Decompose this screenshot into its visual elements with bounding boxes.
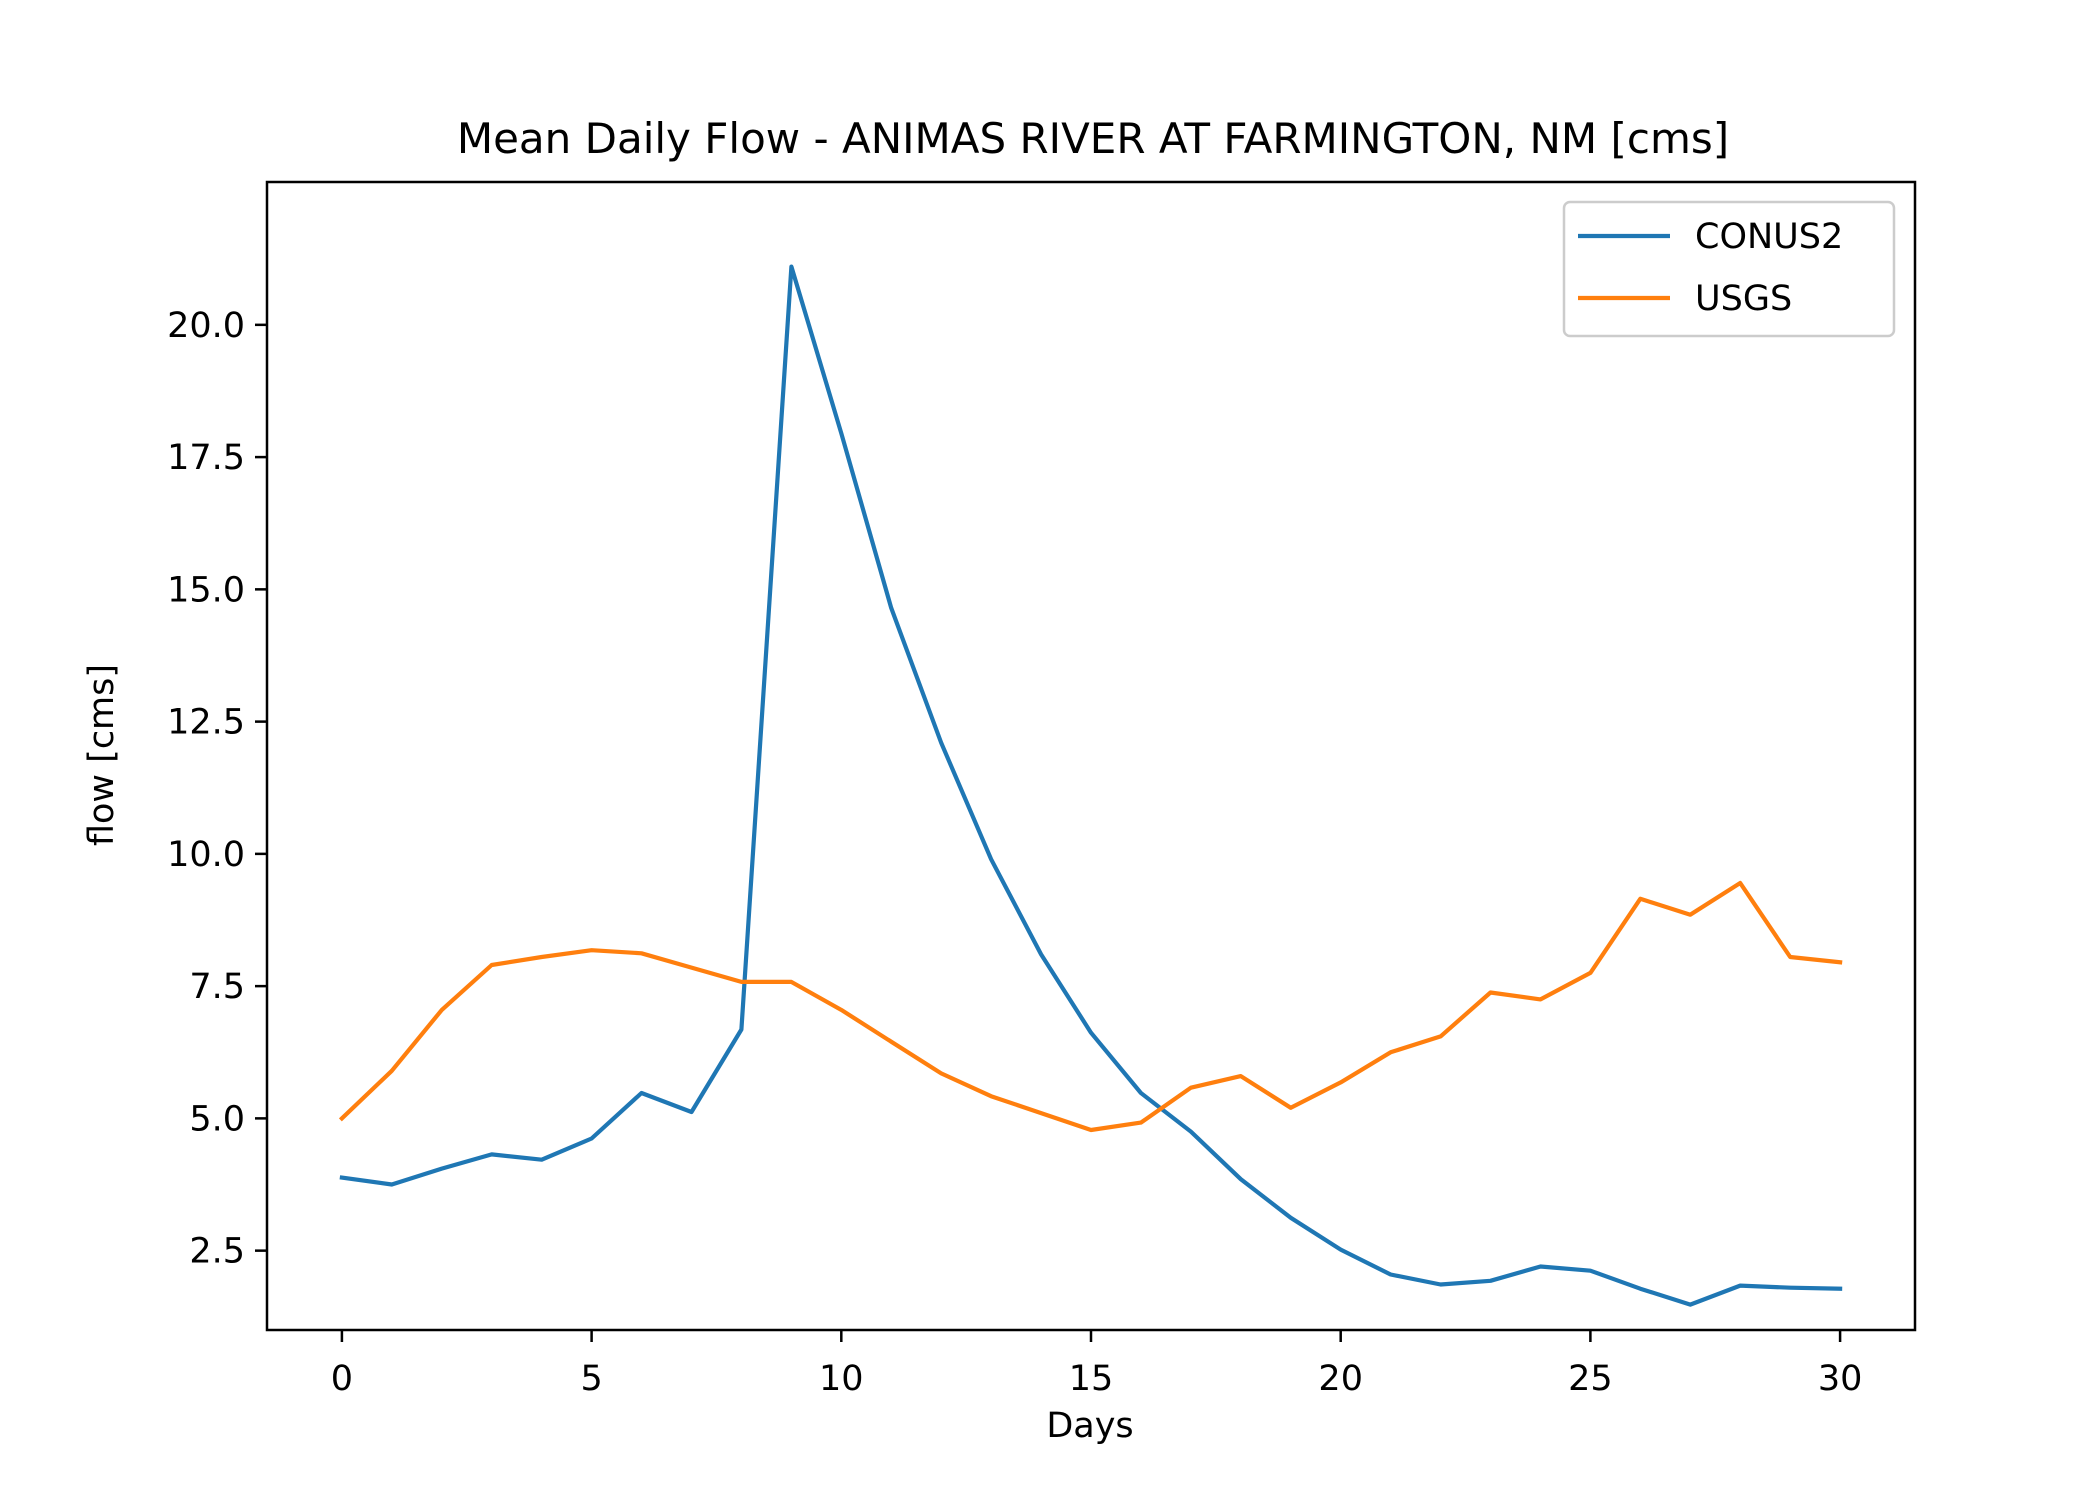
- legend-label: USGS: [1695, 279, 1792, 319]
- y-tick-label: 15.0: [167, 570, 245, 610]
- x-tick-label: 5: [580, 1359, 602, 1399]
- x-tick-label: 30: [1818, 1359, 1863, 1399]
- y-tick-label: 5.0: [189, 1099, 245, 1139]
- y-tick-label: 20.0: [167, 306, 245, 346]
- x-tick-label: 25: [1568, 1359, 1613, 1399]
- chart-title: Mean Daily Flow - ANIMAS RIVER AT FARMIN…: [457, 114, 1729, 163]
- legend-label: CONUS2: [1695, 217, 1843, 257]
- y-tick-label: 2.5: [189, 1232, 245, 1272]
- y-tick-label: 17.5: [167, 438, 245, 478]
- x-tick-label: 20: [1318, 1359, 1363, 1399]
- series-lines: [338, 264, 1843, 1307]
- series-line-conus2: [339, 264, 1843, 1307]
- x-tick-label: 15: [1069, 1359, 1114, 1399]
- x-tick-label: 0: [331, 1359, 353, 1399]
- x-tick-label: 10: [819, 1359, 864, 1399]
- y-axis: 2.5 5.0 7.5 10.0 12.5 15.0 17.5 20.0: [167, 306, 267, 1272]
- y-tick-label: 7.5: [189, 967, 245, 1007]
- x-axis-label: Days: [1046, 1406, 1133, 1446]
- legend: CONUS2 USGS: [1562, 200, 1896, 338]
- y-axis-label: flow [cms]: [82, 664, 122, 846]
- y-tick-label: 10.0: [167, 835, 245, 875]
- series-line-usgs: [338, 880, 1843, 1133]
- y-tick-label: 12.5: [167, 703, 245, 743]
- x-axis: 0 5 10 15 20 25 30: [331, 1330, 1863, 1399]
